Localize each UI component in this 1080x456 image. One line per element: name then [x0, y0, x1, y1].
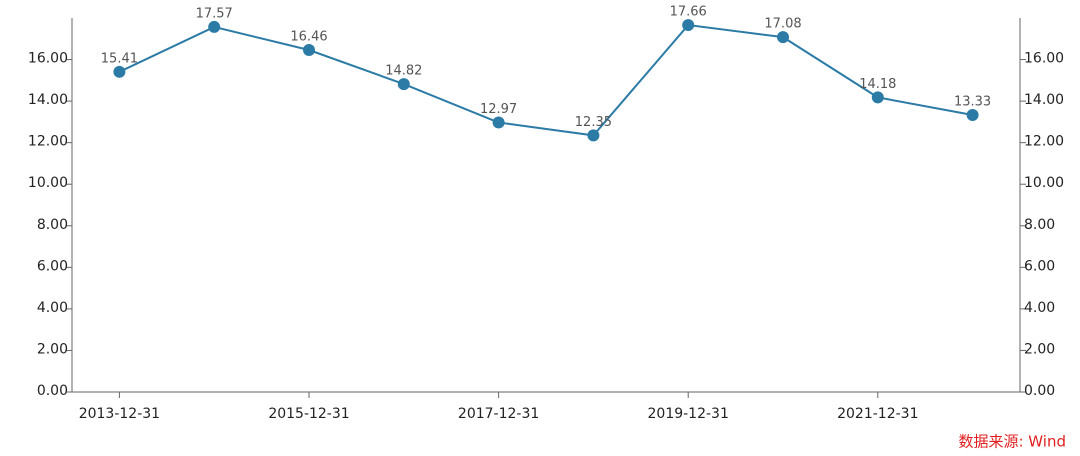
marker [587, 129, 600, 142]
value-label: 17.57 [196, 6, 233, 21]
y-tick-label: 0.00 [37, 383, 68, 399]
value-label: 12.35 [575, 115, 612, 130]
y2-tick-label: 6.00 [1024, 258, 1055, 274]
y2-tick-label: 14.00 [1024, 92, 1064, 108]
marker [113, 65, 126, 78]
marker [303, 43, 315, 56]
value-label: 17.08 [764, 17, 801, 32]
x-tick-label: 2019-12-31 [648, 406, 729, 422]
y-tick-label: 4.00 [37, 300, 68, 316]
source-note: 数据来源: Wind [958, 433, 1066, 451]
y-tick-label: 10.00 [28, 175, 68, 191]
x-tick-label: 2017-12-31 [458, 406, 539, 422]
y2-tick-label: 10.00 [1024, 175, 1064, 191]
marker [777, 31, 789, 44]
y2-tick-label: 16.00 [1024, 51, 1064, 67]
x-tick-label: 2015-12-31 [268, 406, 349, 422]
y2-tick-label: 4.00 [1024, 300, 1055, 316]
y-tick-label: 12.00 [28, 134, 68, 150]
y-tick-label: 8.00 [37, 217, 68, 233]
marker [966, 109, 979, 122]
y2-tick-label: 2.00 [1024, 341, 1055, 357]
x-tick-label: 2013-12-31 [79, 406, 160, 422]
y-tick-label: 16.00 [28, 51, 68, 67]
value-label: 14.82 [385, 64, 422, 79]
value-label: 15.41 [101, 51, 138, 66]
value-label: 17.66 [670, 5, 707, 20]
marker [397, 78, 410, 91]
y-tick-label: 2.00 [37, 341, 68, 357]
marker [871, 91, 884, 104]
y-tick-label: 6.00 [37, 258, 68, 274]
value-label: 14.18 [859, 77, 896, 92]
value-label: 16.46 [290, 29, 327, 44]
marker [492, 116, 505, 129]
marker [682, 19, 695, 32]
line [118, 24, 973, 137]
x-tick-label: 2021-12-31 [837, 406, 918, 422]
y2-tick-label: 8.00 [1024, 217, 1055, 233]
value-label: 13.33 [954, 95, 991, 110]
marker [208, 20, 221, 33]
y2-tick-label: 12.00 [1024, 134, 1064, 150]
value-label: 12.97 [480, 102, 517, 117]
y-tick-label: 14.00 [28, 92, 68, 108]
y2-tick-label: 0.00 [1024, 383, 1055, 399]
